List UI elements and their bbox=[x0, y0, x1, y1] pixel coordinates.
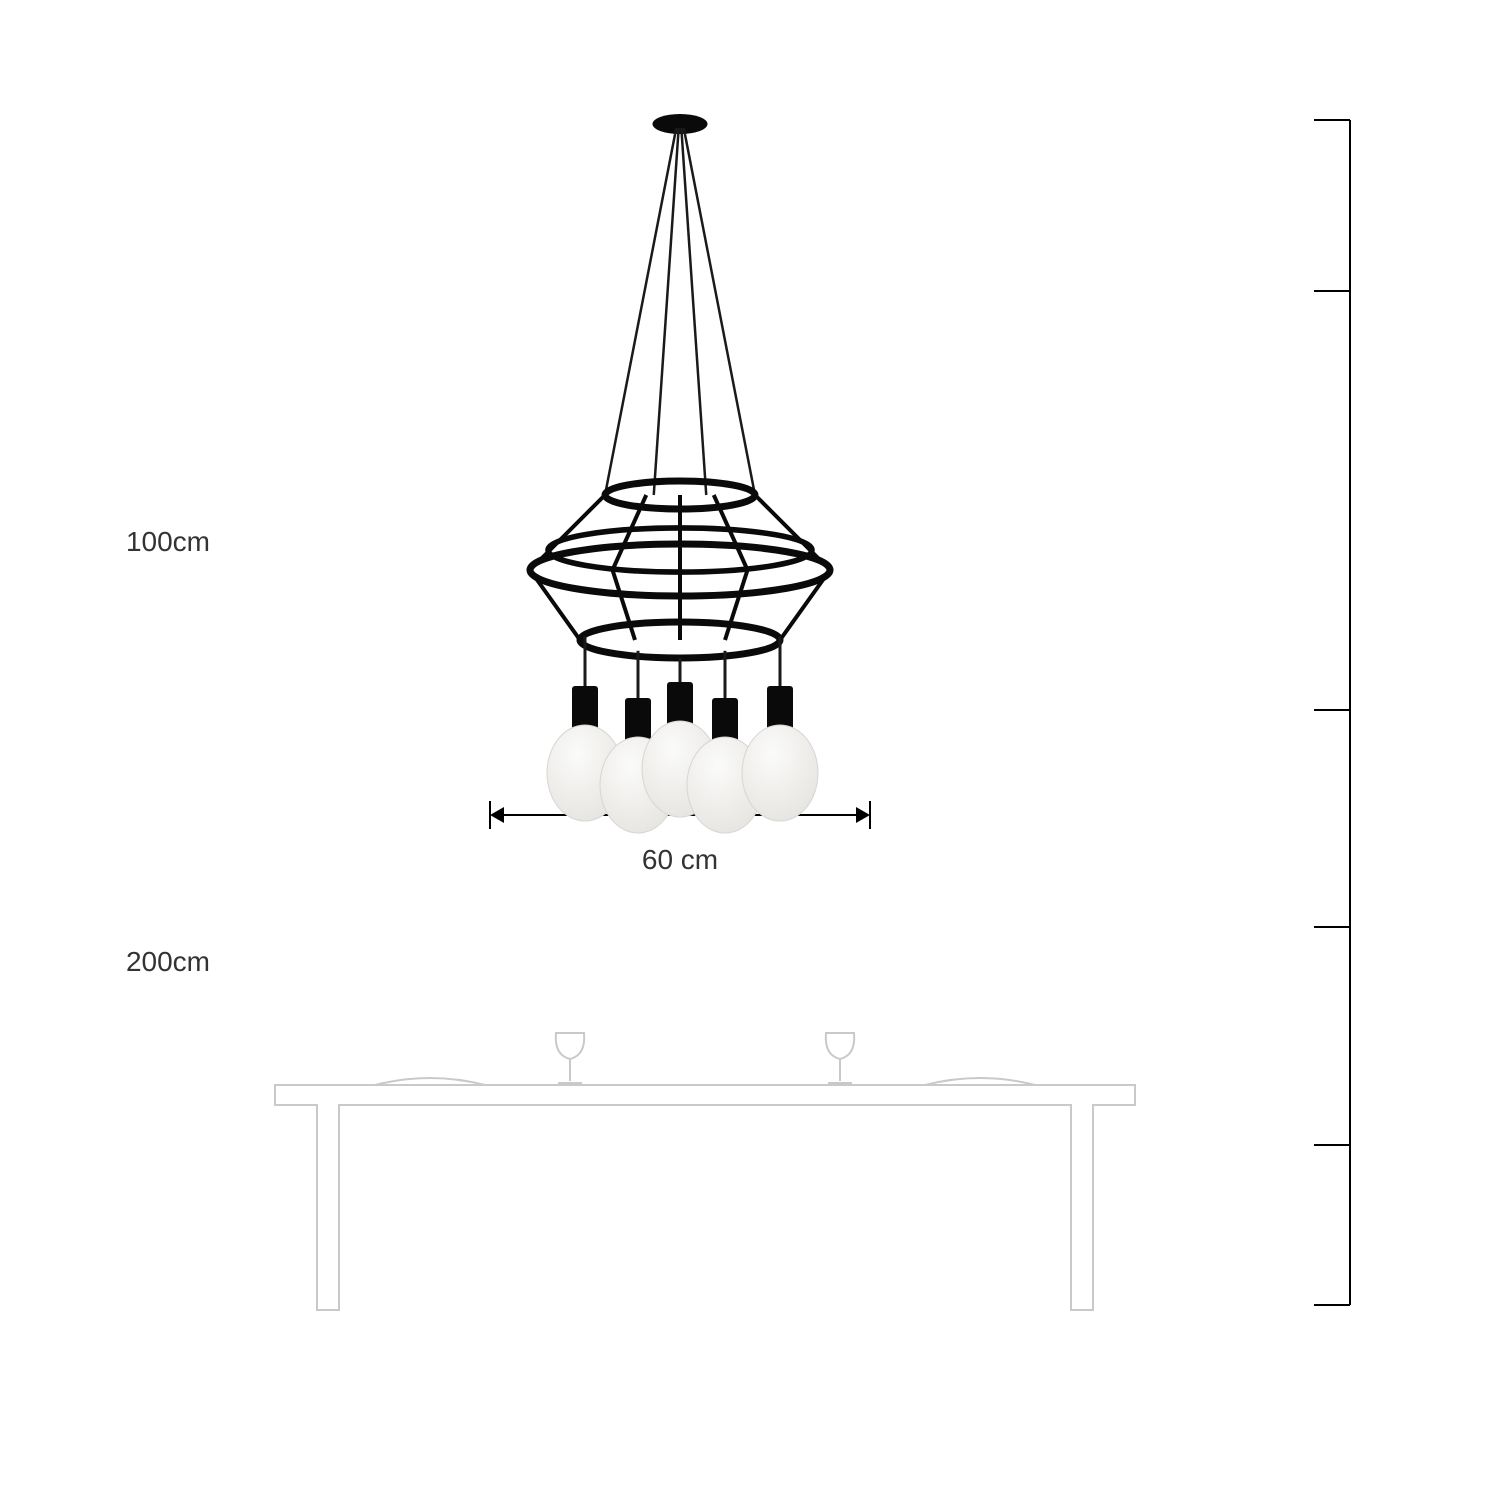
width-label: 60 cm bbox=[580, 844, 780, 876]
ruler-label-100: 100cm bbox=[90, 526, 210, 558]
bulb bbox=[742, 725, 818, 821]
dimension-diagram: 100cm 200cm 60 cm bbox=[0, 0, 1500, 1500]
glass-bowl bbox=[556, 1033, 584, 1059]
plate bbox=[375, 1078, 485, 1085]
glass-bowl bbox=[826, 1033, 854, 1059]
plate bbox=[925, 1078, 1035, 1085]
pendant-lamp bbox=[530, 114, 830, 833]
ruler-label-200: 200cm bbox=[90, 946, 210, 978]
table-outline bbox=[275, 1085, 1135, 1310]
diagram-svg bbox=[0, 0, 1500, 1500]
